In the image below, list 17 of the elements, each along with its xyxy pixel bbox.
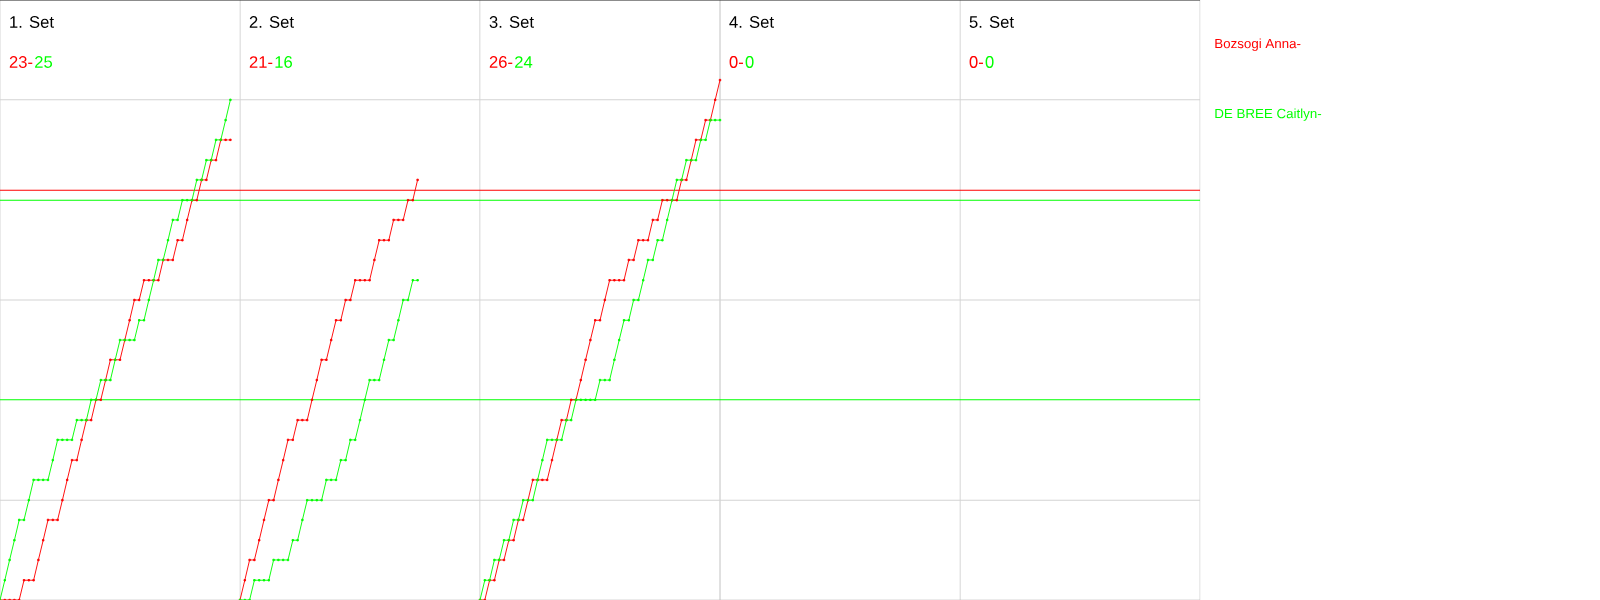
text: 0- [969,56,984,68]
text: 4. Set [729,16,774,28]
text: 21- [249,56,273,68]
text: 23- [9,56,33,68]
text: 0 [985,56,994,68]
text: 2. Set [249,16,294,28]
text: 1. Set [10,16,54,28]
text: 5. Set [969,16,1014,28]
text: DE BREE Caitlyn- [1215,108,1322,121]
text: 24 [515,56,533,68]
text: 3. Set [489,16,534,28]
text: 25 [35,56,53,68]
text: 0 [745,56,754,68]
text: 16 [275,56,293,68]
text: 26- [489,56,513,68]
text: 0- [729,56,744,68]
text: Bozsogi Anna- [1215,38,1301,51]
